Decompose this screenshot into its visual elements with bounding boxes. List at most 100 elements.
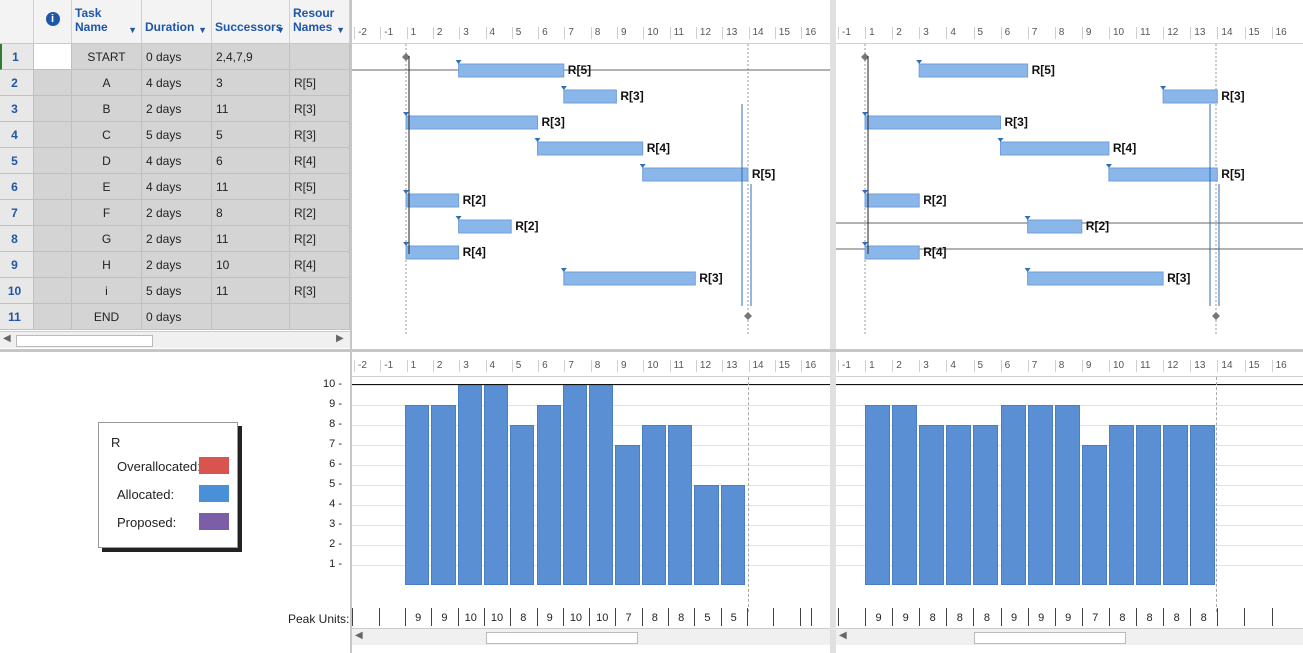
cell-duration[interactable]: 2 days: [142, 200, 212, 226]
cell-duration[interactable]: 5 days: [142, 278, 212, 304]
scroll-thumb[interactable]: [974, 632, 1126, 644]
indicator-cell[interactable]: [34, 200, 72, 226]
cell-successors[interactable]: 11: [212, 96, 290, 122]
cell-id[interactable]: 4: [0, 122, 34, 148]
cell-name[interactable]: A: [72, 70, 142, 96]
cell-id[interactable]: 10: [0, 278, 34, 304]
cell-resources[interactable]: R[3]: [290, 96, 350, 122]
view-splitter[interactable]: [830, 0, 836, 653]
pane-splitter[interactable]: [350, 0, 352, 653]
cell-duration[interactable]: 0 days: [142, 44, 212, 70]
cell-successors[interactable]: 11: [212, 278, 290, 304]
cell-id[interactable]: 1: [0, 44, 34, 70]
indicator-cell[interactable]: [34, 226, 72, 252]
cell-successors[interactable]: [212, 304, 290, 330]
cell-id[interactable]: 9: [0, 252, 34, 278]
peak-units-divider: [1027, 608, 1029, 626]
table-row[interactable]: 1 START 0 days 2,4,7,9: [0, 44, 350, 70]
cell-duration[interactable]: 5 days: [142, 122, 212, 148]
table-row[interactable]: 10 i 5 days 11 R[3]: [0, 278, 350, 304]
cell-name[interactable]: D: [72, 148, 142, 174]
histogram-scrollbar-left[interactable]: ◀: [352, 628, 830, 645]
cell-successors[interactable]: 8: [212, 200, 290, 226]
cell-successors[interactable]: 11: [212, 226, 290, 252]
indicator-cell[interactable]: [34, 252, 72, 278]
cell-id[interactable]: 5: [0, 148, 34, 174]
cell-successors[interactable]: 6: [212, 148, 290, 174]
indicators-header[interactable]: i: [34, 0, 72, 44]
cell-resources[interactable]: R[4]: [290, 148, 350, 174]
cell-name[interactable]: C: [72, 122, 142, 148]
timescale-tick: -1: [384, 27, 394, 38]
cell-successors[interactable]: 2,4,7,9: [212, 44, 290, 70]
cell-duration[interactable]: 0 days: [142, 304, 212, 330]
cell-resources[interactable]: R[4]: [290, 252, 350, 278]
cell-id[interactable]: 3: [0, 96, 34, 122]
scroll-left-icon[interactable]: ◀: [839, 630, 847, 641]
cell-id[interactable]: 8: [0, 226, 34, 252]
scroll-thumb[interactable]: [16, 335, 153, 347]
cell-name[interactable]: B: [72, 96, 142, 122]
indicator-cell[interactable]: [34, 148, 72, 174]
cell-name[interactable]: START: [72, 44, 142, 70]
scroll-right-icon[interactable]: ▶: [336, 333, 344, 344]
select-all-corner[interactable]: [0, 0, 34, 44]
histogram-scrollbar-right[interactable]: ◀: [836, 628, 1303, 645]
cell-duration[interactable]: 2 days: [142, 96, 212, 122]
cell-resources[interactable]: R[5]: [290, 70, 350, 96]
cell-name[interactable]: F: [72, 200, 142, 226]
task-bar-label: R[2]: [463, 193, 486, 207]
indicator-cell[interactable]: [34, 122, 72, 148]
table-row[interactable]: 11 END 0 days: [0, 304, 350, 330]
indicator-cell[interactable]: [34, 70, 72, 96]
cell-name[interactable]: i: [72, 278, 142, 304]
cell-duration[interactable]: 4 days: [142, 174, 212, 200]
cell-duration[interactable]: 2 days: [142, 226, 212, 252]
cell-name[interactable]: H: [72, 252, 142, 278]
header-duration[interactable]: Duration ▼: [142, 0, 212, 44]
horizontal-splitter[interactable]: [0, 349, 1303, 352]
scroll-thumb[interactable]: [486, 632, 638, 644]
cell-successors[interactable]: 11: [212, 174, 290, 200]
cell-resources[interactable]: [290, 44, 350, 70]
cell-id[interactable]: 6: [0, 174, 34, 200]
indicator-cell[interactable]: [34, 44, 72, 70]
header-successors[interactable]: Successors ▼: [212, 0, 290, 44]
header-task-name[interactable]: Task Name ▼: [72, 0, 142, 44]
cell-id[interactable]: 7: [0, 200, 34, 226]
cell-successors[interactable]: 3: [212, 70, 290, 96]
cell-duration[interactable]: 4 days: [142, 70, 212, 96]
cell-duration[interactable]: 4 days: [142, 148, 212, 174]
timescale-divider: [1136, 360, 1138, 372]
cell-name[interactable]: G: [72, 226, 142, 252]
cell-resources[interactable]: R[5]: [290, 174, 350, 200]
cell-name[interactable]: E: [72, 174, 142, 200]
indicator-cell[interactable]: [34, 278, 72, 304]
cell-resources[interactable]: R[3]: [290, 122, 350, 148]
cell-resources[interactable]: R[3]: [290, 278, 350, 304]
cell-successors[interactable]: 10: [212, 252, 290, 278]
cell-id[interactable]: 2: [0, 70, 34, 96]
cell-resources[interactable]: R[2]: [290, 226, 350, 252]
cell-resources[interactable]: R[2]: [290, 200, 350, 226]
scroll-left-icon[interactable]: ◀: [3, 333, 11, 344]
indicator-cell[interactable]: [34, 96, 72, 122]
scroll-left-icon[interactable]: ◀: [355, 630, 363, 641]
indicator-cell[interactable]: [34, 174, 72, 200]
cell-duration[interactable]: 2 days: [142, 252, 212, 278]
indicator-cell[interactable]: [34, 304, 72, 330]
cell-name[interactable]: END: [72, 304, 142, 330]
cell-id[interactable]: 11: [0, 304, 34, 330]
cell-successors[interactable]: 5: [212, 122, 290, 148]
table-scrollbar[interactable]: ◀ ▶: [0, 331, 350, 348]
cell-resources[interactable]: [290, 304, 350, 330]
header-resource-names[interactable]: Resour Names ▼: [290, 0, 350, 44]
